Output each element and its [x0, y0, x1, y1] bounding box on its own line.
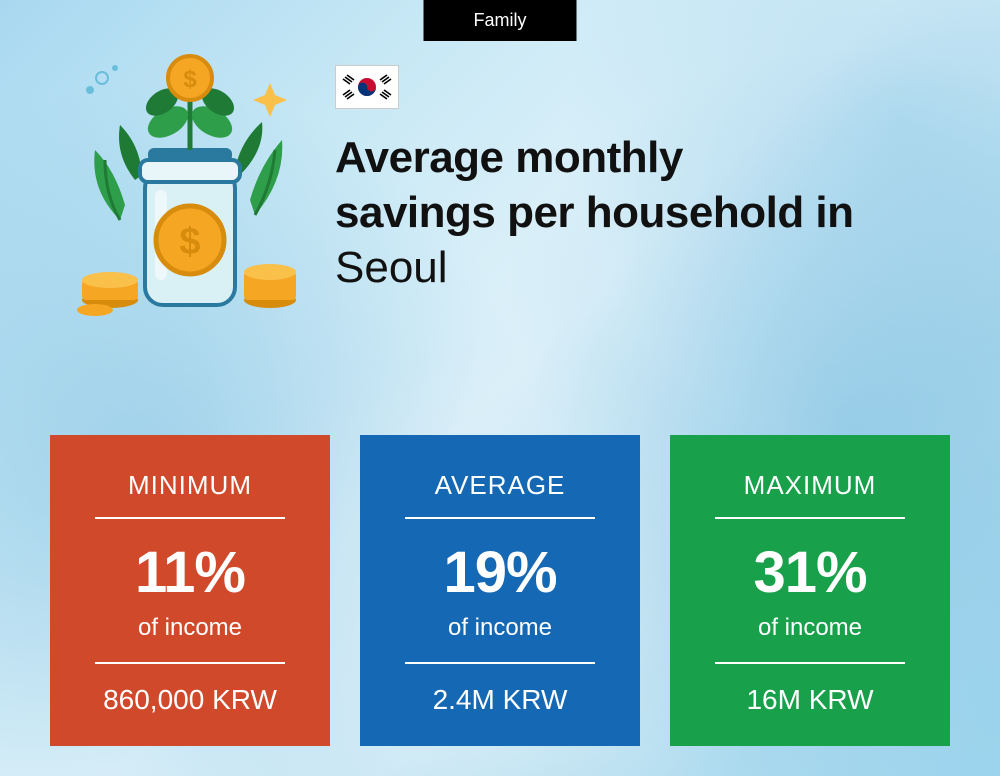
card-label: AVERAGE	[405, 470, 595, 519]
title-line2: savings per household in	[335, 185, 960, 240]
svg-text:$: $	[183, 66, 197, 93]
card-percent: 19%	[385, 539, 615, 606]
card-sub: of income	[405, 614, 595, 664]
card-percent: 11%	[75, 539, 305, 606]
card-minimum: MINIMUM 11% of income 860,000 KRW	[50, 435, 330, 746]
card-sub: of income	[95, 614, 285, 664]
card-label: MAXIMUM	[715, 470, 905, 519]
card-label: MINIMUM	[95, 470, 285, 519]
card-average: AVERAGE 19% of income 2.4M KRW	[360, 435, 640, 746]
card-sub: of income	[715, 614, 905, 664]
title-block: Average monthly savings per household in…	[335, 130, 960, 295]
savings-illustration: $ $	[60, 40, 310, 320]
card-maximum: MAXIMUM 31% of income 16M KRW	[670, 435, 950, 746]
card-amount: 860,000 KRW	[75, 684, 305, 716]
title-line1: Average monthly	[335, 130, 960, 185]
title-city: Seoul	[335, 240, 960, 295]
svg-text:$: $	[179, 221, 200, 263]
card-percent: 31%	[695, 539, 925, 606]
category-badge: Family	[424, 0, 577, 41]
card-amount: 16M KRW	[695, 684, 925, 716]
korea-flag	[335, 65, 399, 109]
card-amount: 2.4M KRW	[385, 684, 615, 716]
cards-row: MINIMUM 11% of income 860,000 KRW AVERAG…	[50, 435, 950, 746]
category-text: Family	[474, 10, 527, 30]
